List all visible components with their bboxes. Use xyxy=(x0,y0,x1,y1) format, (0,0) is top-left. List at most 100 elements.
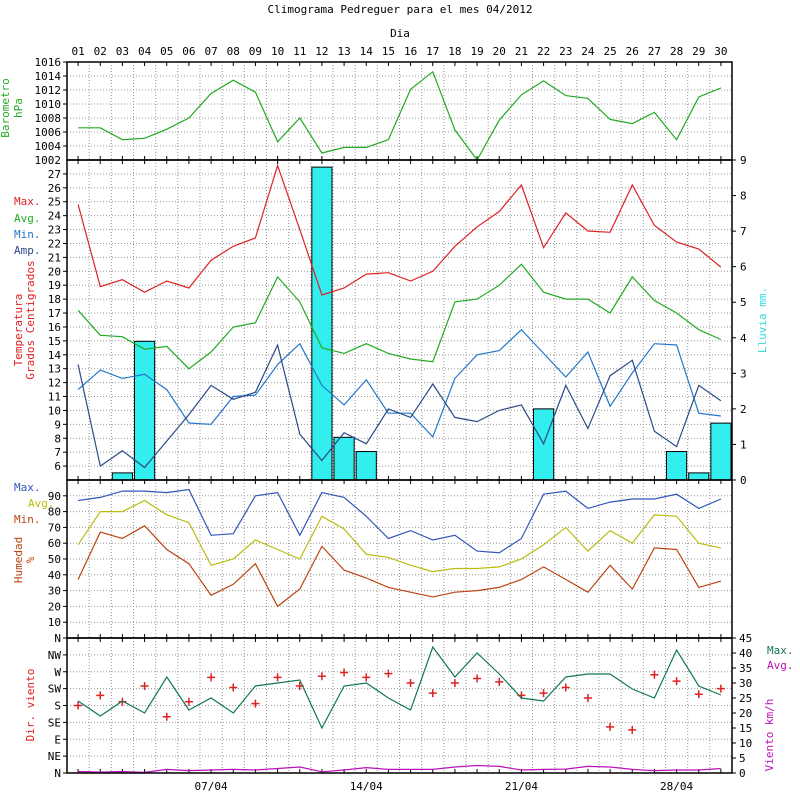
dir-point xyxy=(672,677,681,686)
day-label: 04 xyxy=(138,45,152,58)
dir-point xyxy=(450,679,459,687)
baro-tick-label: 1016 xyxy=(35,56,62,69)
wind-tick-label: 35 xyxy=(739,662,752,675)
temp-vgrid xyxy=(77,160,722,480)
day-label: 17 xyxy=(426,45,439,58)
temp-tick-label: 15 xyxy=(48,335,61,348)
wind-tick-label: 40 xyxy=(739,647,752,660)
dir-point xyxy=(317,672,326,681)
humidity-panel: 10 20 30 40 50 60 70 80 90 xyxy=(48,479,733,639)
dir-point xyxy=(495,677,504,686)
hum-line-min xyxy=(77,525,722,608)
dir-point xyxy=(473,674,482,683)
hum-tick-label: 80 xyxy=(48,506,61,519)
dir-point xyxy=(251,699,260,708)
dir-point xyxy=(96,691,105,700)
hum-tick-label: 50 xyxy=(48,553,61,566)
hum-line-max xyxy=(78,488,722,554)
wind-legend-avg: Avg. xyxy=(767,659,794,672)
rain-bar xyxy=(710,422,732,481)
temp-tick-label: 11 xyxy=(48,391,61,404)
temp-line-max xyxy=(77,163,722,296)
rain-bar xyxy=(333,436,355,481)
day-label: 03 xyxy=(116,45,129,58)
baro-ylabel-2: hPa xyxy=(12,98,25,118)
dir-point xyxy=(184,697,193,706)
chart-title: Climograma Pedreguer para el mes 04/2012 xyxy=(268,3,533,16)
wind-tick-label: 5 xyxy=(739,752,746,765)
rain-tick-label: 5 xyxy=(740,296,747,309)
dir-tick-label: E xyxy=(54,733,61,746)
temp-tick-label: 24 xyxy=(48,210,62,223)
temp-tick-label: 9 xyxy=(54,418,61,431)
baro-tick-label: 1004 xyxy=(35,140,62,153)
day-label: 16 xyxy=(404,45,417,58)
day-label: 21 xyxy=(515,45,528,58)
day-label: 09 xyxy=(249,45,262,58)
temp-tick-label: 26 xyxy=(48,182,61,195)
temp-tick-label: 27 xyxy=(48,168,61,181)
hum-line-avg xyxy=(77,499,722,573)
temp-legend-amp: Amp. xyxy=(14,244,41,257)
rain-tick-label: 2 xyxy=(740,403,747,416)
wind-vgrid xyxy=(77,638,722,773)
dir-point xyxy=(273,673,282,682)
baro-vgrid xyxy=(77,62,722,160)
temp-tick-label: 23 xyxy=(48,224,61,237)
wind-ylabel: Dir. viento xyxy=(24,669,37,742)
dir-point xyxy=(561,683,570,692)
week-label: 28/04 xyxy=(660,780,693,793)
day-label: 25 xyxy=(603,45,616,58)
day-label: 19 xyxy=(470,45,483,58)
dir-point xyxy=(229,683,238,692)
day-labels: 01 02 03 04 05 06 07 08 09 10 11 12 13 14 15 16 17 18 19 20… xyxy=(71,45,727,58)
dir-point xyxy=(74,701,83,710)
temp-tick-label: 17 xyxy=(48,307,61,320)
dir-tick-label: NW xyxy=(48,649,62,662)
day-label: 27 xyxy=(648,45,661,58)
day-label: 10 xyxy=(271,45,284,58)
day-label: 12 xyxy=(315,45,328,58)
hum-legend-max: Max. xyxy=(14,481,41,494)
wind-tick-label: 10 xyxy=(739,737,752,750)
hum-tick-label: 90 xyxy=(48,490,61,503)
dir-point xyxy=(384,669,393,678)
hum-tick-label: 60 xyxy=(48,537,61,550)
wind-frame xyxy=(66,637,733,774)
baro-tick-label: 1002 xyxy=(35,154,62,167)
temp-tick-label: 16 xyxy=(48,321,61,334)
dir-point xyxy=(207,673,216,682)
baro-tick-label: 1006 xyxy=(35,126,62,139)
x-axis-label: Dia xyxy=(390,27,410,40)
day-label: 18 xyxy=(448,45,461,58)
week-label: 21/04 xyxy=(505,780,538,793)
baro-tick-label: 1010 xyxy=(35,98,62,111)
rain-ylabel: Lluvia mm. xyxy=(756,287,769,353)
day-label: 30 xyxy=(714,45,727,58)
day-label: 26 xyxy=(626,45,639,58)
rain-tick-label: 1 xyxy=(740,438,747,451)
temp-tick-label: 18 xyxy=(48,293,61,306)
baro-line xyxy=(78,70,722,162)
hum-tick-label: 20 xyxy=(48,600,61,613)
rain-bar xyxy=(355,451,377,481)
dir-point xyxy=(118,697,127,706)
rain-tick-label: 7 xyxy=(740,225,747,238)
temp-tick-label: 8 xyxy=(54,432,61,445)
day-label: 11 xyxy=(293,45,306,58)
temp-line-amp xyxy=(77,343,722,469)
temp-tick-label: 12 xyxy=(48,377,61,390)
hum-tick-label: 40 xyxy=(48,569,61,582)
day-label: 13 xyxy=(337,45,350,58)
temp-tick-label: 14 xyxy=(48,349,62,362)
hum-legend-avg: Avg. xyxy=(28,497,55,510)
rain-bar xyxy=(666,451,688,481)
temp-tick-label: 19 xyxy=(48,279,61,292)
day-label: 14 xyxy=(360,45,374,58)
dir-point xyxy=(606,722,615,731)
wind-tick-label: 15 xyxy=(739,722,752,735)
temp-ylabel-1: Temperatura xyxy=(12,294,25,367)
dir-point xyxy=(340,668,349,677)
wind-tick-label: 25 xyxy=(739,692,752,705)
